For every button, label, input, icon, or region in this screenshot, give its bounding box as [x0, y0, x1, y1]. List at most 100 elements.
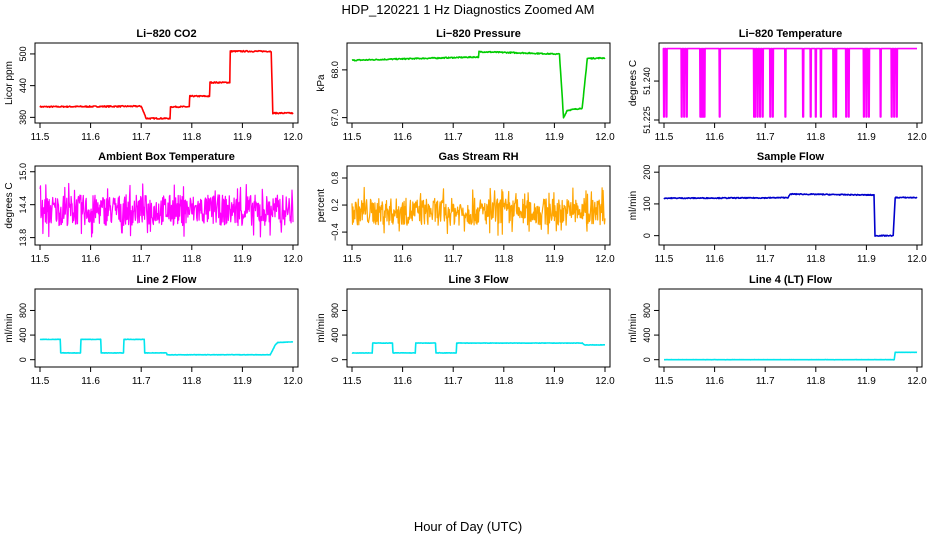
y-tick-label: 800: [330, 303, 340, 318]
x-tick-label: 11.5: [343, 132, 362, 143]
plot-frame: [34, 42, 299, 124]
x-tick-label: 11.9: [233, 132, 252, 143]
y-tick-label: 380: [18, 110, 28, 125]
y-tick-label: 68.0: [330, 61, 340, 79]
y-tick-label: 0: [18, 357, 28, 362]
x-tick-label: 11.8: [182, 254, 201, 265]
y-axis-label: degrees C: [628, 60, 639, 106]
panel-4: Ambient Box Temperature degrees C 11.5 11.6…: [4, 151, 303, 265]
y-tick-label: 200: [642, 165, 652, 180]
x-tick-label: 11.6: [705, 132, 724, 143]
x-tick-label: 11.9: [545, 376, 564, 387]
x-tick-label: 11.6: [705, 376, 724, 387]
x-tick-label: 11.7: [132, 132, 151, 143]
x-tick-label: 11.8: [494, 132, 513, 143]
y-tick-label: 0: [642, 233, 652, 238]
y-tick-label: 0: [330, 357, 340, 362]
x-tick-label: 11.9: [233, 254, 252, 265]
x-tick-label: 11.7: [756, 132, 775, 143]
plot-frame: [34, 165, 299, 246]
series-line: [351, 342, 606, 354]
y-tick-label: 13.8: [18, 229, 28, 247]
y-tick-label: 440: [18, 78, 28, 93]
panel-title: Li−820 CO2: [136, 28, 196, 40]
x-tick-label: 11.6: [81, 376, 100, 387]
series-line: [351, 186, 606, 236]
plot-frame: [346, 288, 611, 368]
panel-5: Gas Stream RH percent 11.5 11.6 11.7 11.8 11.9…: [316, 151, 615, 265]
x-tick-label: 12.0: [907, 132, 927, 143]
plot-frame: [658, 288, 923, 368]
y-tick-label: 0.8: [330, 172, 340, 185]
y-tick-label: 100: [642, 196, 652, 211]
panel-title: Line 4 (LT) Flow: [749, 274, 832, 286]
x-tick-label: 12.0: [283, 132, 303, 143]
y-axis-label: percent: [316, 189, 327, 223]
x-tick-label: 11.5: [655, 376, 674, 387]
y-axis-label: ml/min: [628, 313, 639, 342]
x-tick-label: 11.6: [393, 254, 412, 265]
x-tick-label: 11.9: [233, 376, 252, 387]
y-axis-label: kPa: [316, 74, 327, 92]
y-axis-label: ml/min: [316, 313, 327, 342]
series-line: [662, 47, 917, 118]
x-tick-label: 11.5: [343, 254, 362, 265]
x-tick-label: 11.9: [857, 132, 876, 143]
y-tick-label: 800: [18, 303, 28, 318]
x-tick-label: 11.8: [806, 376, 825, 387]
x-tick-label: 12.0: [595, 254, 615, 265]
x-tick-label: 11.8: [494, 376, 513, 387]
y-tick-label: 51.225: [642, 106, 652, 134]
series-line: [663, 351, 918, 361]
x-tick-label: 11.5: [655, 132, 674, 143]
y-tick-label: 0.2: [330, 199, 340, 212]
x-tick-label: 11.7: [132, 254, 151, 265]
x-tick-label: 11.9: [857, 254, 876, 265]
x-tick-label: 11.5: [31, 376, 50, 387]
x-tick-label: 11.6: [393, 132, 412, 143]
y-tick-label: 400: [18, 328, 28, 343]
y-tick-label: −0.4: [330, 223, 340, 241]
x-tick-label: 11.6: [393, 376, 412, 387]
panel-7: Line 2 Flow ml/min 11.5 11.6 11.7 11.8 11.9 12.…: [4, 274, 303, 387]
x-tick-label: 11.5: [343, 376, 362, 387]
plot-frame: [658, 42, 923, 124]
y-tick-label: 15.0: [18, 163, 28, 181]
x-tick-label: 11.8: [494, 254, 513, 265]
panels: Li−820 CO2 Licor ppm 11.5 11.6 11.7 11.8 11.9 1…: [4, 28, 927, 387]
x-tick-label: 11.7: [444, 132, 463, 143]
y-axis-label: Licor ppm: [4, 61, 15, 105]
figure-title: HDP_120221 1 Hz Diagnostics Zoomed AM: [342, 2, 595, 17]
y-tick-label: 500: [18, 46, 28, 61]
plot-frame: [346, 42, 611, 124]
series-line: [663, 192, 918, 237]
y-tick-label: 400: [642, 328, 652, 343]
x-tick-label: 12.0: [595, 376, 615, 387]
y-axis-label: ml/min: [628, 191, 639, 220]
x-tick-label: 12.0: [907, 376, 927, 387]
y-tick-label: 67.0: [330, 109, 340, 127]
x-tick-label: 11.5: [655, 254, 674, 265]
x-tick-label: 11.6: [705, 254, 724, 265]
x-tick-label: 11.8: [182, 132, 201, 143]
x-tick-label: 11.6: [81, 132, 100, 143]
figure-xlabel: Hour of Day (UTC): [414, 519, 522, 534]
x-tick-label: 11.7: [132, 376, 151, 387]
panel-title: Gas Stream RH: [438, 151, 518, 163]
panel-9: Line 4 (LT) Flow ml/min 11.5 11.6 11.7 11.8 11…: [628, 274, 927, 387]
panel-title: Li−820 Pressure: [436, 28, 521, 40]
x-tick-label: 11.9: [545, 132, 564, 143]
series-line: [39, 182, 294, 238]
series-line: [351, 50, 606, 119]
plot-frame: [34, 288, 299, 368]
x-tick-label: 12.0: [595, 132, 615, 143]
x-tick-label: 11.7: [756, 254, 775, 265]
x-tick-label: 11.7: [756, 376, 775, 387]
x-tick-label: 12.0: [283, 376, 303, 387]
panel-8: Line 3 Flow ml/min 11.5 11.6 11.7 11.8 11.9 12.…: [316, 274, 615, 387]
y-tick-label: 14.4: [18, 196, 28, 214]
x-tick-label: 12.0: [907, 254, 927, 265]
x-tick-label: 11.5: [31, 132, 50, 143]
panel-title: Line 3 Flow: [449, 274, 509, 286]
